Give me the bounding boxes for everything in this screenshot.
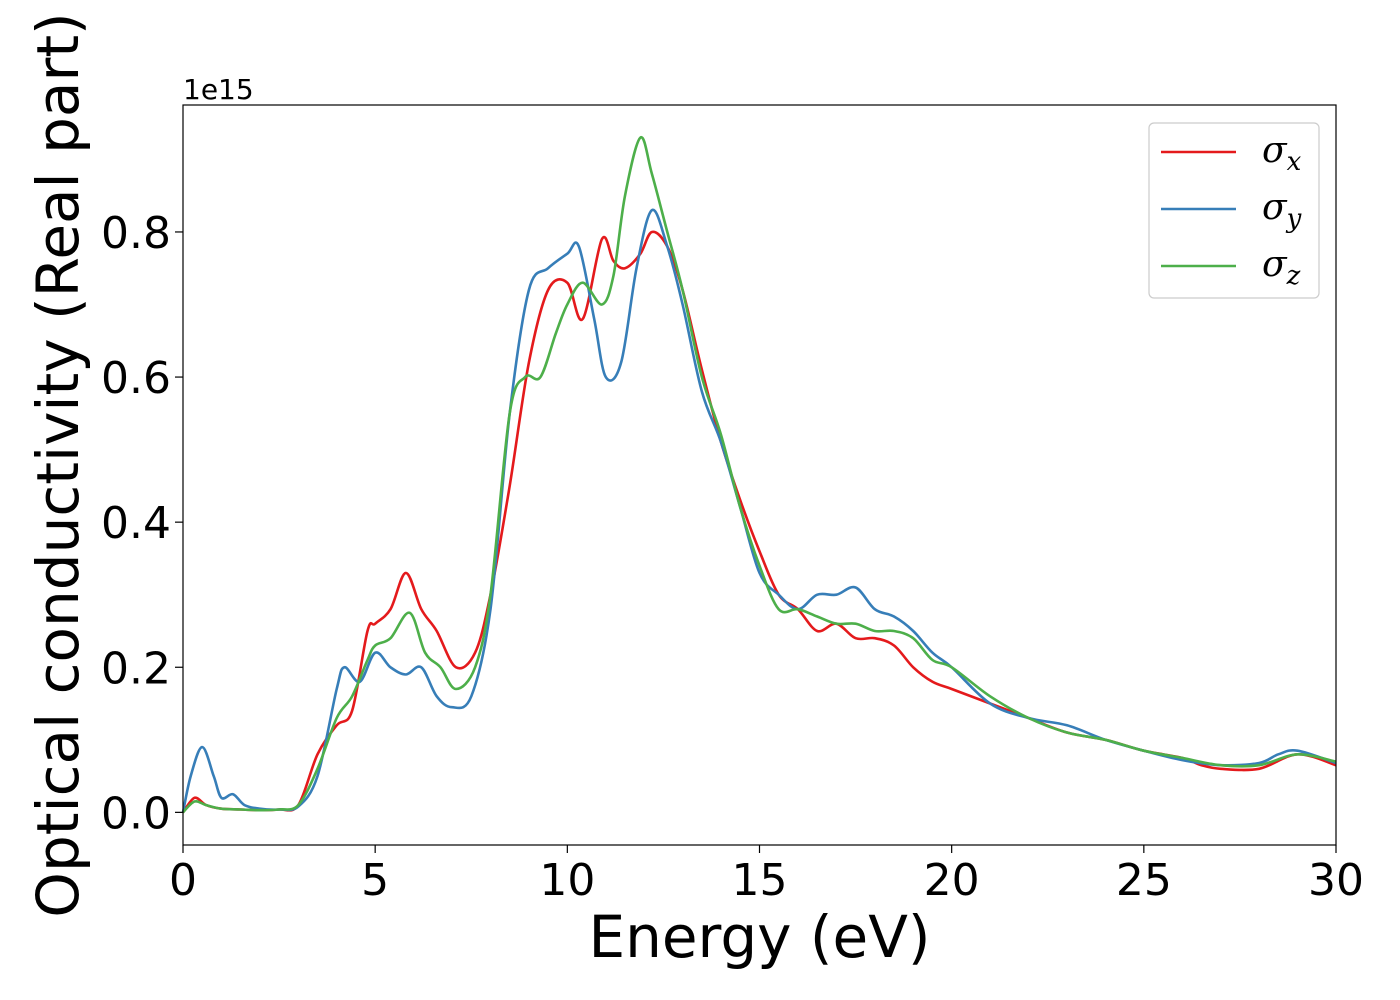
x-tick-label: 10 [539, 855, 595, 906]
legend-label-z: σz [1262, 244, 1301, 291]
legend-label-x: σx [1262, 130, 1302, 177]
legend: σx σy σz [1148, 122, 1320, 299]
legend-label-y: σy [1262, 187, 1302, 234]
x-tick-label: 30 [1308, 855, 1364, 906]
legend-box [1148, 122, 1320, 299]
x-tick-label: 15 [732, 855, 788, 906]
series-line-x [181, 230, 1337, 814]
x-tick-label: 0 [169, 855, 197, 906]
y-tick-label: 0.8 [101, 208, 171, 259]
x-tick-label: 5 [361, 855, 389, 906]
series-line-z [182, 136, 1337, 814]
x-tick-label: 25 [1116, 855, 1172, 906]
y-tick-label: 0.2 [101, 643, 171, 694]
x-tick-label: 20 [924, 855, 980, 906]
y-tick-label: 0.4 [101, 498, 171, 549]
x-axis: 0 5 10 15 20 25 30 [169, 845, 1364, 906]
y-offset-label: 1e15 [183, 73, 254, 106]
y-tick-label: 0.0 [101, 788, 171, 839]
y-tick-label: 0.6 [101, 353, 171, 404]
x-axis-title: Energy (eV) [588, 903, 930, 971]
y-axis-title: Optical conductivity (Real part) [24, 12, 92, 917]
series-line-y [181, 208, 1337, 813]
y-axis: 0.0 0.2 0.4 0.6 0.8 [101, 208, 183, 839]
series-lines [181, 136, 1337, 814]
